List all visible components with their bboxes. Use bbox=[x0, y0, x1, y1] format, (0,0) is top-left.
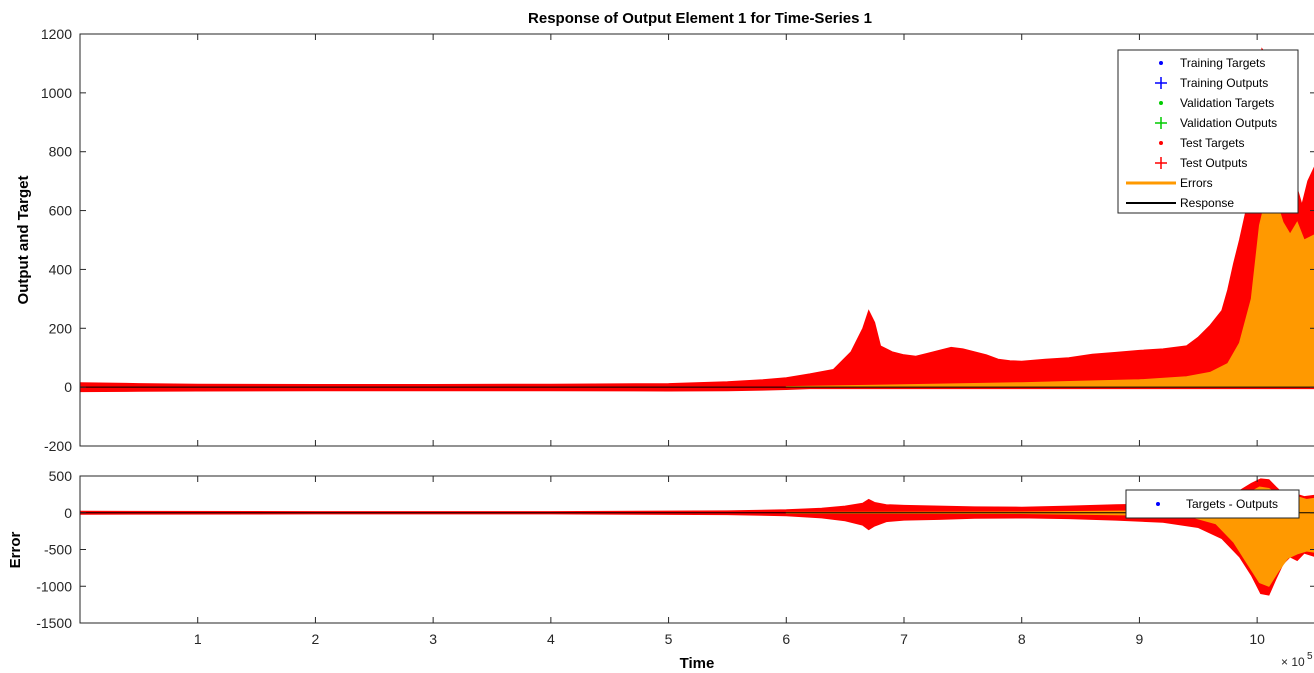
legend-label-training-targets: Training Targets bbox=[1180, 56, 1265, 70]
y-tick-label: 1200 bbox=[41, 26, 72, 42]
bottom-plot-background bbox=[80, 476, 1314, 623]
legend-label-targets-outputs: Targets - Outputs bbox=[1186, 497, 1278, 511]
legend-label-validation-outputs: Validation Outputs bbox=[1180, 116, 1277, 130]
y-tick-label: 400 bbox=[49, 261, 73, 277]
legend-label-test-outputs: Test Outputs bbox=[1180, 156, 1247, 170]
legend-label-errors: Errors bbox=[1180, 176, 1213, 190]
legend-marker-training-targets bbox=[1159, 61, 1163, 65]
bottom-plot-frame bbox=[79, 475, 1314, 624]
x-tick-label: 9 bbox=[1136, 631, 1144, 647]
legend-marker-targets-outputs bbox=[1156, 502, 1160, 506]
top-legend: Training Targets Training Outputs Validati… bbox=[1117, 49, 1299, 214]
y-tick-label: -1000 bbox=[36, 578, 72, 594]
x-exponent-power: 5 bbox=[1307, 651, 1313, 662]
top-plot-frame bbox=[79, 33, 1314, 447]
legend-label-training-outputs: Training Outputs bbox=[1180, 76, 1268, 90]
series-band-test-outputs bbox=[79, 47, 1314, 393]
y-tick-label: -500 bbox=[44, 542, 72, 558]
x-tick-label: 8 bbox=[1018, 631, 1026, 647]
top-axis-ticks: -200 0 200 400 600 800 1000 1200 bbox=[41, 26, 1314, 454]
legend-label-test-targets: Test Targets bbox=[1180, 136, 1244, 150]
y-tick-label: 500 bbox=[49, 468, 73, 484]
y-tick-label: -1500 bbox=[36, 615, 72, 631]
chart-title: Response of Output Element 1 for Time-Se… bbox=[528, 10, 872, 27]
legend-marker-training-outputs bbox=[1155, 77, 1167, 89]
bottom-axes: -1500 -1000 -500 0 500 1 2 3 4 5 6 7 8 9 10 Error Time… bbox=[7, 468, 1314, 672]
bottom-legend: Targets - Outputs bbox=[1125, 489, 1300, 519]
x-tick-label: 1 bbox=[194, 631, 202, 647]
bottom-legend-box bbox=[1125, 489, 1300, 519]
y-tick-label: 200 bbox=[49, 320, 73, 336]
bottom-ylabel: Error bbox=[7, 532, 24, 569]
top-ylabel: Output and Target bbox=[15, 176, 32, 305]
bottom-xlabel: Time bbox=[680, 655, 715, 672]
legend-label-validation-targets: Validation Targets bbox=[1180, 96, 1274, 110]
top-legend-box bbox=[1117, 49, 1299, 214]
y-tick-label: 0 bbox=[64, 505, 72, 521]
top-axes: -200 0 200 400 600 800 1000 1200 Output and Tar… bbox=[15, 26, 1314, 454]
y-tick-label: 800 bbox=[49, 144, 73, 160]
y-tick-label: 0 bbox=[64, 379, 72, 395]
legend-label-response: Response bbox=[1180, 196, 1234, 210]
x-tick-label: 3 bbox=[429, 631, 437, 647]
series-band-targets-outputs bbox=[79, 478, 1314, 596]
legend-marker-test-targets bbox=[1159, 141, 1163, 145]
legend-marker-test-outputs bbox=[1155, 157, 1167, 169]
x-tick-label: 5 bbox=[665, 631, 673, 647]
legend-marker-validation-outputs bbox=[1155, 117, 1167, 129]
x-tick-label: 4 bbox=[547, 631, 555, 647]
y-tick-label: 1000 bbox=[41, 85, 72, 101]
legend-marker-validation-targets bbox=[1159, 101, 1163, 105]
x-exponent-base: × 10 bbox=[1281, 655, 1305, 669]
top-plot-data bbox=[79, 47, 1314, 393]
x-tick-label: 6 bbox=[782, 631, 790, 647]
y-tick-label: -200 bbox=[44, 438, 72, 454]
x-tick-label: 10 bbox=[1249, 631, 1265, 647]
bottom-axis-ticks: -1500 -1000 -500 0 500 1 2 3 4 5 6 7 8 9 10 bbox=[36, 468, 1314, 647]
x-tick-label: 7 bbox=[900, 631, 908, 647]
x-tick-label: 2 bbox=[312, 631, 320, 647]
y-tick-label: 600 bbox=[49, 203, 73, 219]
x-exponent-label: × 10 5 bbox=[1281, 651, 1313, 669]
